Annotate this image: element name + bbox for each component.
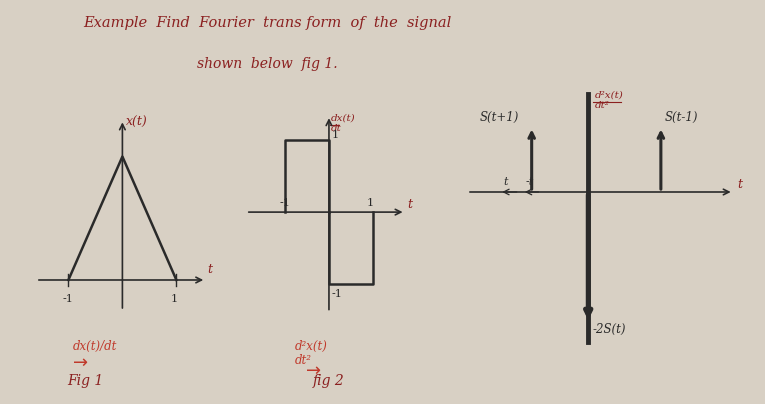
Text: dx(t): dx(t) [331,114,356,122]
Text: dt²: dt² [594,101,610,110]
Text: fig 2: fig 2 [313,375,345,388]
Text: -t: -t [526,177,533,187]
Text: -1: -1 [331,289,343,299]
Text: t: t [503,177,508,187]
Text: 1: 1 [171,294,178,304]
Text: x(t): x(t) [126,116,148,129]
Text: Fig 1: Fig 1 [67,375,104,388]
Text: dx(t)/dt: dx(t)/dt [73,339,117,352]
Text: shown  below  fig 1.: shown below fig 1. [197,57,338,71]
Text: t: t [737,178,743,191]
Text: d²x(t): d²x(t) [594,90,623,99]
Text: Example  Find  Fourier  trans form  of  the  signal: Example Find Fourier trans form of the s… [83,16,452,30]
Text: -2S(t): -2S(t) [593,323,627,336]
Text: →: → [306,362,321,380]
Text: -1: -1 [280,198,291,208]
Text: t: t [408,198,412,211]
Text: t: t [208,263,213,276]
Text: 1: 1 [366,198,373,208]
Text: S(t-1): S(t-1) [665,112,698,124]
Text: -1: -1 [63,294,74,304]
Text: dt²: dt² [295,354,311,366]
Text: 1: 1 [331,130,339,139]
Text: →: → [73,354,88,372]
Text: S(t+1): S(t+1) [479,112,519,124]
Text: dt: dt [331,124,342,133]
Text: d²x(t): d²x(t) [295,339,327,352]
